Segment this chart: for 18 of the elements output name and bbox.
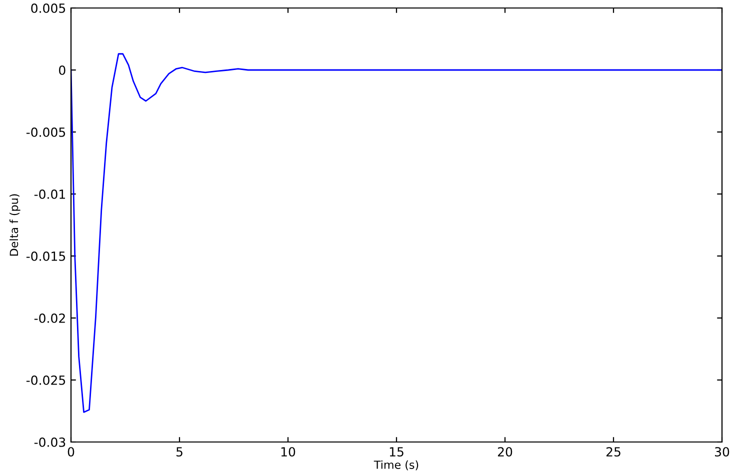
y-tick-label: -0.005 [26,127,66,137]
x-tick-label: 20 [498,447,512,457]
x-axis-title: Time (s) [374,460,418,470]
y-tick-label: -0.01 [34,189,65,199]
y-tick-label: -0.015 [26,251,66,261]
y-axis-title: Delta f (pu) [10,194,20,256]
y-tick-label: 0.005 [31,3,66,13]
y-tick-label: -0.02 [34,313,65,323]
y-tick-label: -0.03 [34,437,66,447]
x-tick-label: 15 [390,447,404,457]
line-series [71,53,722,413]
x-tick-label: 0 [68,447,74,457]
y-tick-label: -0.025 [26,375,66,385]
y-tick-label: 0 [59,65,66,75]
x-tick-label: 5 [176,447,182,457]
x-tick-label: 10 [281,447,296,457]
x-tick-label: 30 [715,447,730,457]
x-tick-label: 25 [606,447,620,457]
